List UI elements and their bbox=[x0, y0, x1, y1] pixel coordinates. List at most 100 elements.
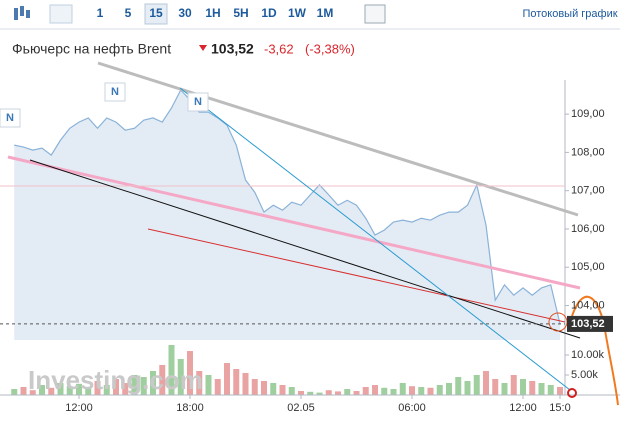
instrument-name: Фьючерс на нефть Brent bbox=[12, 41, 171, 57]
volume-bar bbox=[353, 391, 360, 395]
volume-bar bbox=[335, 391, 341, 395]
volume-bar bbox=[150, 371, 156, 395]
candle-icon[interactable] bbox=[14, 6, 30, 20]
volume-bar bbox=[372, 385, 378, 395]
volume-bar bbox=[131, 375, 138, 395]
volume-bar bbox=[307, 391, 314, 395]
volume-bar bbox=[455, 377, 462, 395]
header-price: 103,52 bbox=[211, 41, 254, 57]
volume-bar bbox=[316, 392, 323, 395]
streaming-link[interactable]: Потоковый график bbox=[522, 8, 617, 20]
x-tick-label: 06:00 bbox=[398, 402, 426, 414]
news-marker: N bbox=[194, 96, 202, 108]
volume-bar bbox=[501, 383, 508, 395]
last-price-label: 103,52 bbox=[571, 318, 605, 330]
last-price-box bbox=[567, 315, 613, 332]
interval-button[interactable]: 5 bbox=[125, 6, 132, 20]
volume-bar bbox=[473, 375, 480, 395]
volume-bar bbox=[103, 385, 110, 395]
news-marker-box bbox=[0, 108, 21, 128]
interval-button[interactable]: 1M bbox=[317, 6, 334, 20]
interval-button[interactable]: 1W bbox=[288, 6, 307, 20]
news-marker: N bbox=[111, 86, 119, 98]
y-tick-label: 104,00 bbox=[571, 299, 605, 311]
volume-bar bbox=[39, 385, 45, 395]
interval-button[interactable]: 5H bbox=[233, 6, 248, 20]
volume-bar bbox=[344, 389, 351, 395]
settings-icon[interactable] bbox=[364, 4, 386, 24]
interval-button[interactable]: 1H bbox=[205, 6, 220, 20]
volume-bar bbox=[76, 383, 82, 395]
volume-bar bbox=[168, 345, 175, 395]
y-tick-label: 109,00 bbox=[571, 108, 605, 120]
volume-bar bbox=[464, 381, 471, 395]
volume-bar bbox=[57, 383, 64, 395]
volume-bar bbox=[48, 387, 55, 395]
y-tick-label: 106,00 bbox=[571, 223, 605, 235]
volume-bar bbox=[85, 387, 92, 395]
volume-bar bbox=[418, 387, 425, 395]
volume-bar bbox=[547, 385, 554, 395]
interval-button[interactable]: 1D bbox=[261, 6, 277, 20]
volume-bar bbox=[520, 379, 526, 395]
header-change: -3,62 bbox=[264, 41, 294, 56]
interval-button[interactable]: 1 bbox=[97, 6, 104, 20]
volume-bar bbox=[381, 387, 388, 395]
volume-bar bbox=[492, 379, 499, 395]
volume-bar bbox=[529, 381, 536, 395]
y-tick-label: 10.00k bbox=[571, 349, 605, 361]
y-tick-label: 107,00 bbox=[571, 185, 605, 197]
volume-bar bbox=[140, 377, 147, 395]
volume-bar bbox=[436, 385, 443, 395]
watermark: Investing.com bbox=[28, 365, 203, 395]
volume-bar bbox=[483, 371, 489, 395]
y-tick-label: 5.00k bbox=[571, 369, 598, 381]
volume-bar bbox=[288, 387, 295, 395]
volume-bar bbox=[390, 389, 397, 395]
y-tick-label: 108,00 bbox=[571, 146, 605, 158]
price-area bbox=[14, 89, 560, 340]
volume-bar bbox=[159, 365, 166, 395]
volume-bar bbox=[122, 383, 129, 395]
volume-bar bbox=[113, 379, 119, 395]
down-arrow bbox=[199, 45, 207, 51]
volume-bar bbox=[94, 381, 101, 395]
y-tick-label: 105,00 bbox=[571, 261, 605, 273]
volume-bar bbox=[510, 375, 517, 395]
volume-bar bbox=[298, 391, 304, 395]
x-tick-label: 02.05 bbox=[287, 402, 315, 414]
area-icon[interactable] bbox=[49, 4, 73, 24]
volume-bar bbox=[427, 387, 434, 395]
header-change-pct: (-3,38%) bbox=[305, 41, 355, 56]
volume-bar bbox=[538, 383, 545, 395]
volume-bar bbox=[205, 375, 212, 395]
volume-bar bbox=[224, 363, 230, 395]
volume-bar bbox=[557, 387, 563, 395]
volume-bar bbox=[242, 373, 249, 395]
interval-button[interactable]: 15 bbox=[149, 6, 163, 20]
volume-bar bbox=[362, 387, 369, 395]
drawings bbox=[0, 61, 619, 406]
interval-button[interactable]: 30 bbox=[178, 6, 192, 20]
news-marker: N bbox=[6, 112, 14, 124]
volume-bar bbox=[214, 379, 221, 395]
volume-bar bbox=[11, 389, 18, 395]
volume-bar bbox=[66, 386, 73, 395]
x-tick-label: 18:00 bbox=[176, 402, 204, 414]
x-tick-label: 12:00 bbox=[509, 402, 537, 414]
volume-bar bbox=[270, 383, 277, 395]
volume-bar bbox=[279, 385, 286, 395]
volume-bar bbox=[29, 390, 36, 395]
volume-bar bbox=[233, 369, 240, 395]
x-tick-label: 15:0 bbox=[549, 402, 570, 414]
x-tick-label: 12:00 bbox=[65, 402, 93, 414]
selected-interval bbox=[144, 3, 168, 25]
volume-bar bbox=[446, 383, 452, 395]
volume-bar bbox=[20, 387, 27, 395]
volume-bar bbox=[399, 383, 406, 395]
news-marker-box bbox=[187, 92, 209, 112]
volume-bar bbox=[251, 379, 258, 395]
volume-bar bbox=[409, 386, 415, 395]
news-marker-box bbox=[104, 82, 126, 102]
